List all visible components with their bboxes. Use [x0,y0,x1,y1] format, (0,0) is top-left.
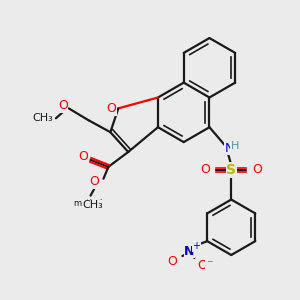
Text: O: O [106,102,116,115]
Text: N: N [224,142,234,154]
Text: +: + [192,241,200,251]
Text: O: O [200,163,210,176]
Text: O: O [90,175,100,188]
Text: O: O [197,260,207,272]
Text: O: O [79,150,88,164]
Text: CH₃: CH₃ [33,113,53,123]
Text: ⁻: ⁻ [206,258,212,272]
Text: O: O [252,163,262,176]
Text: CH₃: CH₃ [82,200,103,211]
Text: N: N [184,244,195,258]
Text: S: S [226,163,236,177]
Text: H: H [231,141,239,151]
Text: O: O [58,99,68,112]
Text: O: O [168,256,178,268]
Text: methyl: methyl [73,199,102,208]
